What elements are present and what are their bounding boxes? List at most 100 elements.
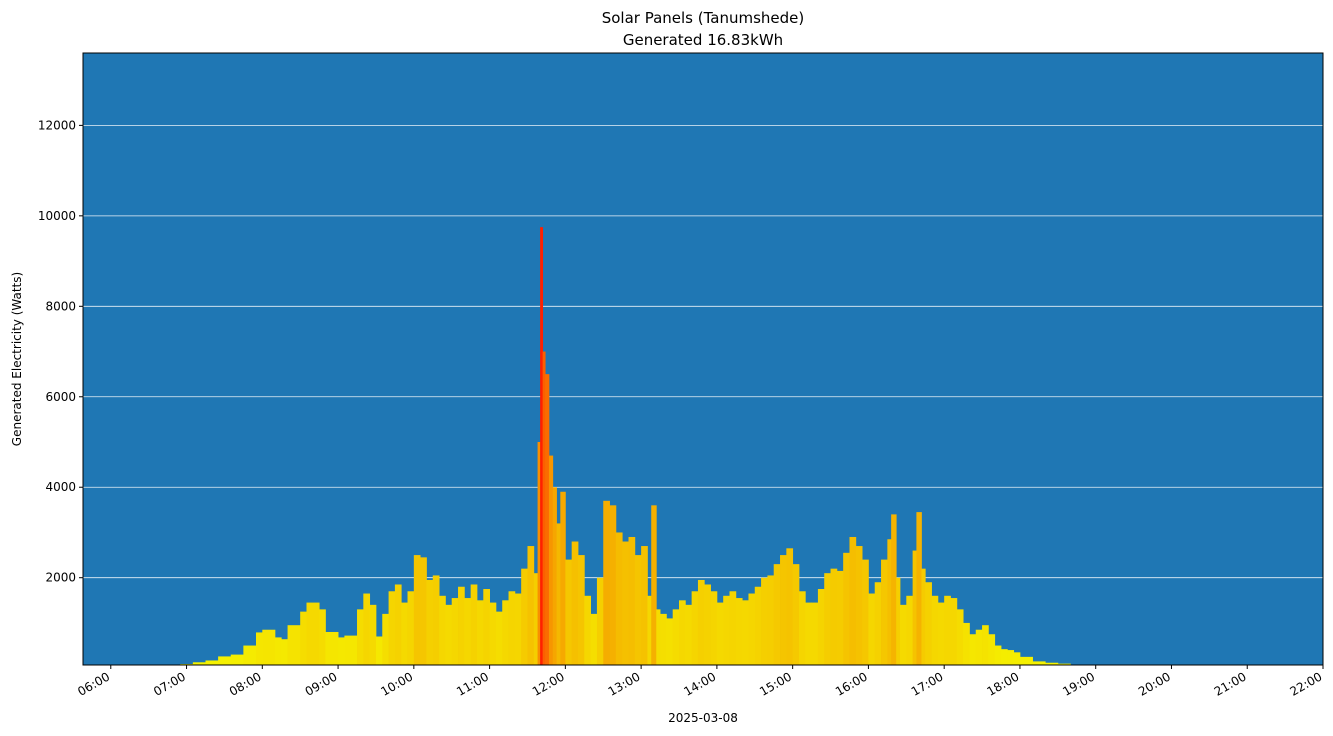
generation-bar [603, 500, 610, 665]
generation-bar [615, 532, 623, 665]
generation-bar [426, 579, 434, 665]
generation-bar [761, 577, 768, 665]
x-tick-label: 09:00 [303, 669, 340, 698]
generation-bar [647, 595, 652, 665]
generation-bar [407, 591, 415, 665]
generation-bar [325, 631, 339, 665]
generation-bar [660, 613, 667, 665]
generation-bar [1019, 656, 1033, 665]
generation-bar [1032, 661, 1046, 665]
generation-bar [679, 600, 686, 665]
generation-bar [931, 595, 939, 665]
generation-bar [255, 632, 263, 665]
generation-bar [887, 539, 892, 665]
generation-bar [521, 568, 528, 665]
y-tick-label: 2000 [45, 571, 76, 585]
generation-bar [691, 591, 699, 665]
generation-bar [862, 559, 869, 665]
generation-bar [849, 536, 857, 665]
plot-frame [82, 52, 1324, 666]
generation-bar [666, 618, 674, 665]
generation-bar [1007, 650, 1015, 665]
x-tick-label: 08:00 [227, 669, 264, 698]
generation-bar [545, 374, 550, 665]
generation-bars [180, 227, 1084, 665]
generation-bar [369, 604, 377, 665]
x-tick-label: 21:00 [1212, 669, 1249, 698]
chart-subtitle: Generated 16.83kWh [623, 31, 783, 49]
x-tick-label: 13:00 [606, 669, 643, 698]
generation-bar [560, 491, 566, 665]
x-tick-label: 15:00 [757, 669, 794, 698]
generation-bar [994, 645, 1002, 665]
generation-bar [508, 591, 516, 665]
generation-bar [786, 548, 794, 665]
generation-bar [656, 609, 661, 665]
generation-bar [899, 604, 907, 665]
generation-bar [281, 639, 288, 665]
generation-bar [742, 600, 749, 665]
generation-bar [855, 546, 863, 665]
x-axis-label: 2025-03-08 [668, 711, 738, 725]
x-tick-label: 16:00 [833, 669, 870, 698]
generation-bar [432, 575, 440, 665]
generation-bar [925, 582, 932, 665]
generation-bar [439, 595, 446, 665]
generation-bar [634, 555, 642, 665]
generation-bar [243, 645, 257, 665]
y-tick-label: 6000 [45, 390, 76, 404]
generation-bar [300, 611, 307, 665]
generation-bar [590, 613, 598, 665]
generation-bar [274, 637, 282, 665]
generation-bar [338, 637, 345, 665]
generation-bar [874, 582, 882, 665]
generation-bar [748, 593, 756, 665]
generation-bar [262, 629, 276, 665]
plot-background [83, 53, 1323, 665]
y-tick-label: 12000 [38, 118, 76, 132]
generation-bar [451, 598, 459, 665]
generation-bar [537, 442, 541, 665]
generation-bar [382, 613, 389, 665]
generation-bar [458, 586, 465, 665]
generation-bar [375, 636, 383, 665]
generation-bar [230, 654, 244, 665]
generation-bar [596, 577, 604, 665]
x-tick-label: 06:00 [75, 669, 112, 698]
generation-bar [824, 573, 831, 665]
y-gridlines [83, 124, 1323, 579]
generation-bar [836, 570, 844, 665]
generation-bar [394, 584, 402, 665]
generation-bar [489, 602, 497, 665]
generation-bar [896, 577, 901, 665]
generation-bar [565, 559, 573, 665]
generation-bar [754, 586, 762, 665]
generation-bar [906, 595, 914, 665]
generation-bar [830, 568, 838, 665]
generation-bar [982, 625, 989, 665]
generation-bar [542, 351, 546, 665]
generation-bar [969, 634, 977, 665]
generation-bar [218, 656, 232, 665]
generation-bar [912, 550, 917, 665]
generation-bar [388, 591, 396, 665]
x-tick-label: 10:00 [378, 669, 415, 698]
generation-bar [1001, 649, 1008, 665]
generation-bar [287, 625, 301, 665]
generation-bar [891, 514, 897, 665]
generation-bar [584, 595, 592, 665]
generation-bar [729, 591, 737, 665]
generation-bar [609, 505, 617, 665]
generation-bar [514, 593, 522, 665]
x-tick-label: 17:00 [909, 669, 946, 698]
generation-bar [921, 568, 926, 665]
generation-bar [445, 604, 453, 665]
generation-bar [319, 609, 326, 665]
generation-bar [420, 557, 427, 665]
generation-bar [697, 579, 705, 665]
generation-bar [363, 593, 371, 665]
generation-bar [780, 555, 787, 665]
generation-bar [716, 602, 724, 665]
x-tick-label: 22:00 [1288, 669, 1325, 698]
